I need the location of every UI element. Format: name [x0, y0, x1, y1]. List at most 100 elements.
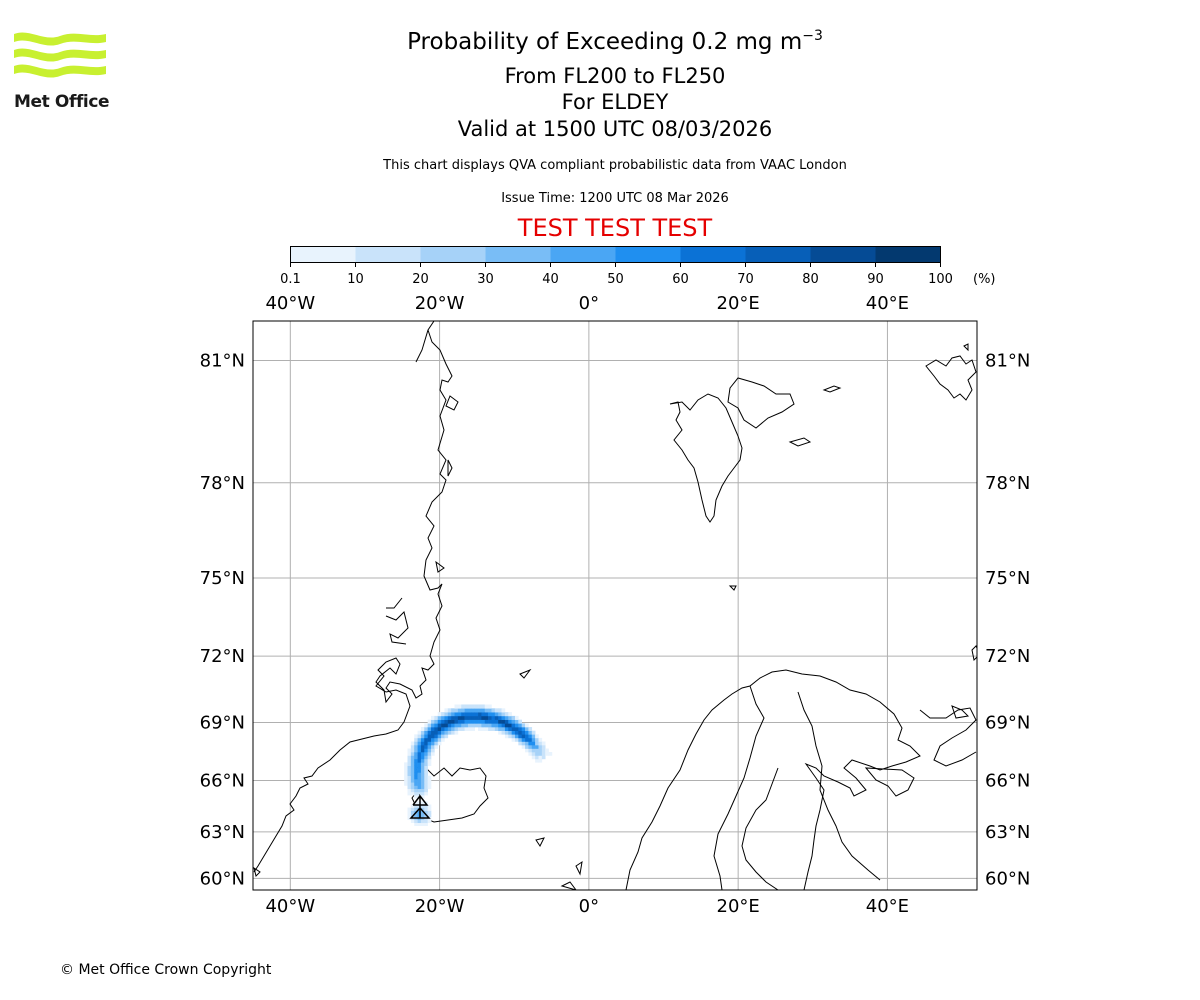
- plume-cell: [420, 765, 425, 770]
- plume-cell: [424, 752, 428, 756]
- plume-cell: [498, 719, 502, 724]
- plume-cell: [410, 804, 415, 808]
- plume-cell: [508, 719, 512, 724]
- colorbar-cell: [355, 246, 421, 263]
- plume-cell: [410, 765, 415, 770]
- plume-cell: [488, 708, 492, 713]
- lon-label-bottom: 0°: [579, 896, 599, 917]
- plume-cell: [474, 719, 479, 724]
- plume-cell: [504, 727, 509, 731]
- plume-cell: [531, 748, 536, 753]
- plume-cell: [437, 715, 442, 720]
- colorbar-cell: [810, 246, 876, 263]
- plume-cell: [467, 723, 472, 728]
- plume-cell: [457, 712, 462, 717]
- logo-text: Met Office: [14, 92, 110, 112]
- plume-cell: [437, 723, 442, 728]
- plume-cell: [481, 715, 486, 720]
- plume-cell: [434, 737, 439, 742]
- plume-cell: [434, 745, 439, 749]
- plume-cell: [447, 719, 452, 724]
- plume-cell: [501, 712, 506, 717]
- plume-cell: [431, 727, 435, 731]
- plume-cell: [441, 730, 445, 735]
- greenland-inlet-3: [435, 560, 445, 573]
- plume-cell: [511, 719, 516, 724]
- plume-cell: [521, 745, 526, 749]
- plume-cell: [454, 719, 459, 724]
- plume-cell: [410, 758, 415, 763]
- plume-cell: [437, 730, 442, 735]
- plume-cell: [521, 723, 526, 728]
- plume-cell: [417, 822, 422, 826]
- plume-cell: [434, 734, 439, 739]
- kvitoya: [822, 385, 842, 393]
- plume-cell: [491, 723, 496, 728]
- plume-cell: [447, 715, 452, 720]
- valid-time: Valid at 1500 UTC 08/03/2026: [457, 117, 773, 141]
- plume-cell: [417, 734, 422, 739]
- kanin-peninsula: [951, 705, 970, 719]
- plume-cell: [414, 804, 418, 808]
- plume-cell: [424, 730, 428, 735]
- plume-cell: [420, 788, 425, 793]
- plume-cell: [431, 752, 435, 756]
- plume-cell: [424, 810, 428, 814]
- plume-cell: [514, 723, 519, 728]
- plume-cell: [420, 772, 425, 777]
- white-sea: [864, 767, 915, 797]
- lon-label-top: 20°W: [415, 293, 465, 314]
- plume-cell: [407, 782, 412, 786]
- plume-cell: [407, 762, 412, 767]
- colorbar-tick-label: 90: [867, 272, 884, 287]
- plume-cell: [481, 704, 486, 709]
- lat-label-right: 81°N: [985, 350, 1030, 371]
- plume-cell: [424, 734, 428, 739]
- plume-cell: [451, 727, 455, 731]
- map-frame: [252, 320, 978, 891]
- plume-cell: [525, 723, 529, 728]
- lat-label-right: 63°N: [985, 822, 1030, 843]
- chart-title: Probability of Exceeding 0.2 mg m−3: [0, 28, 1200, 55]
- colorbar-tick-label: 60: [672, 272, 689, 287]
- plume-cell: [420, 755, 425, 760]
- plume-cell: [407, 816, 412, 821]
- plume-cell: [410, 782, 415, 786]
- plume-cell: [535, 737, 539, 742]
- plume-cell: [414, 741, 418, 746]
- plume-cell: [404, 765, 408, 770]
- plume-cell: [444, 730, 449, 735]
- plume-cell: [478, 708, 482, 713]
- issue-time: Issue Time: 1200 UTC 08 Mar 2026: [501, 191, 729, 206]
- plume-cell: [410, 819, 415, 824]
- plume-cell: [454, 715, 459, 720]
- plume-cell: [424, 723, 428, 728]
- volcano-name: For ELDEY: [561, 90, 669, 114]
- greenland-fjord: [385, 611, 409, 645]
- plume-cell: [454, 723, 459, 728]
- plume-cell: [528, 752, 533, 756]
- plume-cell: [461, 727, 465, 731]
- plume-cell: [501, 719, 506, 724]
- plume-cell: [511, 734, 516, 739]
- plume-cell: [420, 810, 425, 814]
- plume-cell: [501, 730, 506, 735]
- plume-cell: [508, 723, 512, 728]
- plume-cell: [410, 745, 415, 749]
- plume-cell: [521, 730, 526, 735]
- plume-cell: [420, 801, 425, 805]
- greenland-coastline: [253, 321, 453, 873]
- plume-cell: [417, 748, 422, 753]
- plume-cell: [491, 727, 496, 731]
- plume-cell: [454, 730, 459, 735]
- plume-cell: [427, 762, 432, 767]
- plume-cell: [410, 788, 415, 793]
- chart-title-exponent: −3: [802, 28, 823, 44]
- plume-cell: [538, 741, 543, 746]
- plume-cell: [528, 727, 533, 731]
- plume-cell: [491, 712, 496, 717]
- plume-cell: [471, 712, 475, 717]
- plume-cell: [518, 734, 523, 739]
- plume-cell: [518, 719, 523, 724]
- lon-label-top: 40°W: [265, 293, 315, 314]
